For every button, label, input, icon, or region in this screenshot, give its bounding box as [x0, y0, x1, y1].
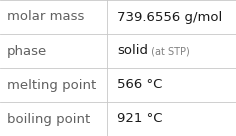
- Text: molar mass: molar mass: [7, 10, 84, 24]
- Text: melting point: melting point: [7, 78, 96, 92]
- Text: 739.6556 g/mol: 739.6556 g/mol: [117, 10, 222, 24]
- Text: 921 °C: 921 °C: [117, 112, 162, 126]
- Text: boiling point: boiling point: [7, 112, 90, 126]
- Text: 566 °C: 566 °C: [117, 78, 162, 92]
- Text: solid: solid: [117, 44, 148, 58]
- Text: (at STP): (at STP): [148, 46, 190, 56]
- Text: phase: phase: [7, 44, 47, 58]
